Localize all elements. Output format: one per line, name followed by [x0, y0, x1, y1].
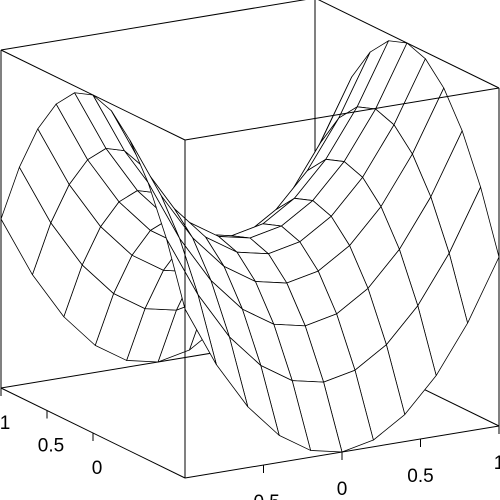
box-edge — [0, 49, 186, 141]
x-tick-label: -0.5 — [247, 492, 280, 500]
box-edge — [0, 0, 306, 51]
box-edge — [184, 87, 500, 141]
y-tick-label: 0.5 — [38, 436, 64, 457]
x-tick-label: 0.5 — [407, 466, 433, 487]
surface-cell — [166, 238, 217, 366]
box-edge — [317, 0, 500, 89]
x-tick-label: 0 — [337, 479, 348, 500]
x-tick-label: 1 — [494, 453, 500, 474]
y-tick-label: 0 — [92, 458, 103, 479]
y-tick-label: 1 — [0, 413, 10, 434]
